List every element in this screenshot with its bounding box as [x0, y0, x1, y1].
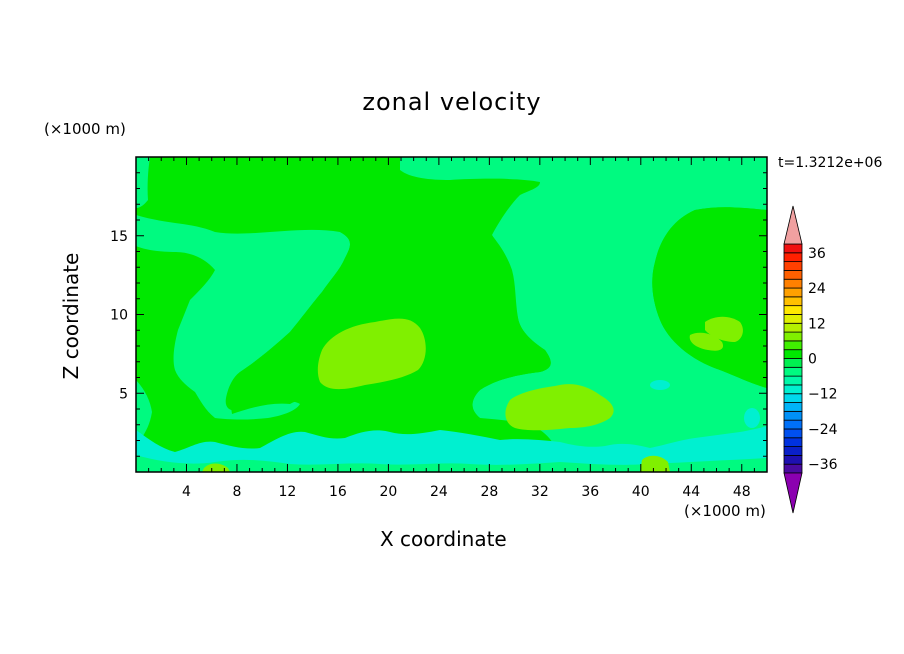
colorbar-bin: [783, 287, 803, 298]
field-region-bottom-band: [136, 426, 767, 472]
x-tick-label: 12: [279, 484, 297, 500]
chart-title: zonal velocity: [362, 88, 542, 116]
x-tick-label: 20: [379, 484, 397, 500]
colorbar: 36 24 12 0 −12 −24 −36: [783, 205, 838, 514]
x-axis-label: X coordinate: [380, 527, 507, 551]
colorbar-bin: [783, 261, 803, 271]
x-tick-label: 24: [430, 484, 448, 500]
colorbar-bin: [783, 331, 803, 342]
colorbar-tick-label: 0: [808, 352, 817, 368]
colorbar-bin: [783, 419, 803, 430]
colorbar-bin: [783, 314, 803, 324]
colorbar-bin: [783, 366, 803, 377]
colorbar-tick-label: −36: [808, 457, 838, 473]
field-region-lime-blob-right: [505, 384, 614, 431]
colorbar-bin: [783, 358, 803, 368]
x-tick-label: 32: [531, 484, 549, 500]
x-axis-ticks: 4 8 12 16 20 24 28 32 36 40 44 48: [148, 157, 755, 500]
field-region-right-lobe: [652, 207, 767, 388]
colorbar-bin: [783, 454, 803, 465]
x-tick-label: 28: [480, 484, 498, 500]
colorbar-bin: [783, 349, 803, 359]
x-axis-unit: (×1000 m): [684, 502, 766, 520]
y-axis-ticks: 5 10 15: [110, 172, 767, 457]
x-tick-label: 48: [733, 484, 751, 500]
field-region-cyan-spot: [744, 408, 760, 428]
colorbar-bin: [783, 393, 803, 403]
colorbar-bin: [783, 243, 803, 254]
colorbar-tick-label: 24: [808, 281, 826, 297]
time-label: t=1.3212e+06: [778, 155, 883, 171]
field-region-lime-blob-bottom-left: [202, 463, 230, 472]
colorbar-bin: [783, 252, 803, 263]
colorbar-tick-label: −12: [808, 387, 838, 403]
colorbar-under-triangle: [783, 472, 803, 514]
field-region-lime-blob-bottom-right: [640, 455, 670, 472]
colorbar-tick-label: −24: [808, 422, 838, 438]
field-region-left-band: [136, 215, 350, 420]
y-axis-unit: (×1000 m): [44, 120, 126, 138]
x-tick-label: 36: [581, 484, 599, 500]
colorbar-tick-label: 36: [808, 246, 826, 262]
colorbar-bin: [783, 305, 803, 315]
field-region-bottom-band-teal: [136, 455, 767, 472]
y-tick-label: 10: [110, 308, 128, 324]
colorbar-bin: [783, 428, 803, 439]
colorbar-bin: [783, 340, 803, 351]
colorbar-bin: [783, 463, 803, 474]
y-tick-label: 5: [119, 386, 128, 402]
colorbar-tick-label: 12: [808, 316, 826, 332]
colorbar-over-triangle: [783, 205, 803, 245]
colorbar-bin: [783, 384, 803, 395]
field-region-lime-blob-center: [317, 318, 426, 390]
field-region-cyan-spot: [650, 380, 670, 390]
x-tick-label: 40: [632, 484, 650, 500]
colorbar-bin: [783, 270, 803, 280]
colorbar-bin: [783, 278, 803, 289]
contour-field: [136, 157, 767, 472]
field-region-lime-blob-far-right: [705, 316, 743, 342]
x-tick-label: 16: [329, 484, 347, 500]
colorbar-bin: [783, 437, 803, 447]
field-region-right-band: [400, 157, 767, 472]
x-tick-label: 4: [182, 484, 191, 500]
colorbar-bin: [783, 446, 803, 456]
colorbar-bin: [783, 296, 803, 307]
x-tick-label: 44: [682, 484, 700, 500]
y-tick-label: 15: [110, 229, 128, 245]
colorbar-bin: [783, 402, 803, 412]
field-region-left-edge: [136, 380, 152, 442]
field-region-lime-blob-far-right-2: [689, 332, 724, 351]
field-region-top-left: [136, 157, 150, 208]
colorbar-bin: [783, 322, 803, 333]
colorbar-bin: [783, 375, 803, 386]
x-tick-label: 8: [232, 484, 241, 500]
colorbar-bin: [783, 410, 803, 421]
